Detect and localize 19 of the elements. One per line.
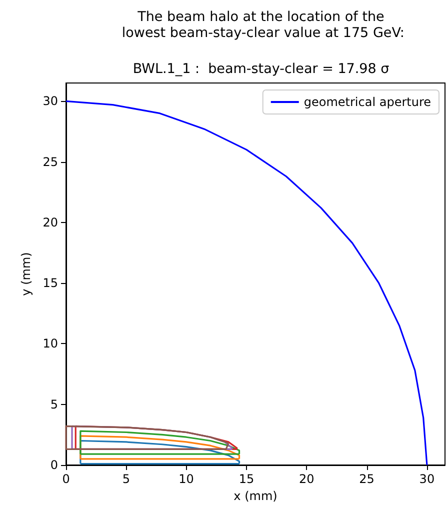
x-tick-label: 0 [62,472,70,486]
y-tick-label: 20 [42,215,58,230]
x-tick-label: 5 [122,472,130,486]
y-tick-label: 0 [50,458,58,472]
y-tick-label: 5 [50,397,58,412]
chart-subtitle: BWL.1_1 : beam-stay-clear = 17.98 σ [132,61,390,77]
x-tick-label: 15 [238,472,254,486]
chart-title: The beam halo at the location of the lowest beam-stay-clear value at 175 GeV: [118,9,404,41]
y-tick-label: 10 [42,336,58,351]
y-axis-title: y (mm) [18,252,33,296]
x-tick-label: 20 [298,472,314,486]
x-tick-label: 30 [419,472,435,486]
x-tick-label: 10 [178,472,194,486]
legend-label: geometrical aperture [304,95,432,109]
x-axis-title: x (mm) [234,488,278,503]
x-tick-label: 25 [359,472,374,486]
y-tick-label: 15 [42,276,58,290]
y-tick-label: 25 [42,154,58,169]
y-tick-label: 30 [42,94,58,108]
